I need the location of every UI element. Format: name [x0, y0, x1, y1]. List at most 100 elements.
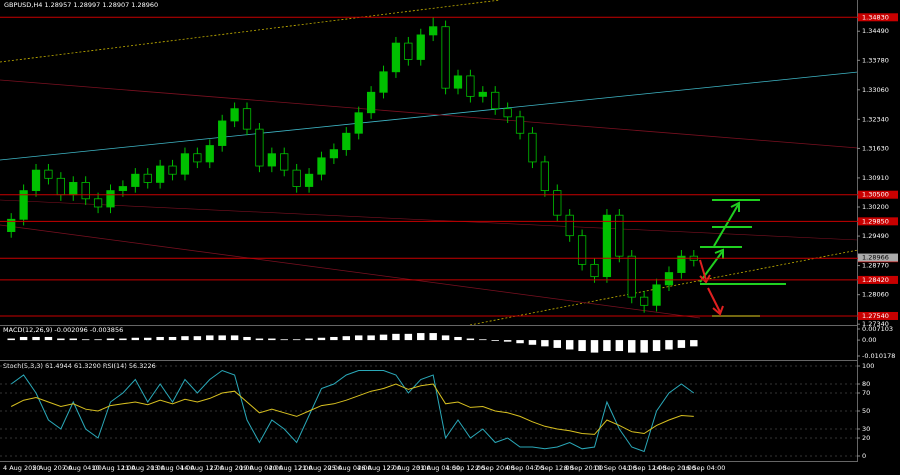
macd-bar — [677, 340, 686, 348]
y-tick-label: 1.32340 — [862, 115, 889, 123]
candle-body — [81, 182, 90, 200]
level-label-bg — [858, 13, 898, 22]
y-tick-label: 50 — [862, 407, 870, 415]
macd-bar — [193, 336, 202, 341]
x-tick-label: 26 Aug 12:00 — [357, 464, 401, 472]
candle-body — [664, 272, 674, 286]
candle-body — [652, 284, 661, 306]
level-label: 1.30500 — [862, 191, 889, 199]
candle-body — [168, 165, 177, 175]
y-tick-label: 80 — [862, 380, 870, 388]
macd-bar — [491, 340, 499, 341]
candle-body — [379, 71, 388, 93]
macd-bar — [268, 338, 276, 341]
y-tick-label: 0 — [862, 452, 866, 460]
x-tick-label: 2 Sep 20:00 — [475, 464, 514, 472]
macd-bar — [7, 338, 15, 341]
macd-bar — [429, 333, 437, 341]
trend-line — [0, 79, 859, 149]
level-label-bg — [858, 190, 898, 199]
macd-bar — [565, 340, 574, 350]
macd-bar — [292, 339, 301, 341]
candle-body — [329, 149, 339, 159]
candle-body — [677, 255, 686, 273]
level-label: 1.28420 — [862, 276, 889, 284]
y-tick-label: 1.33780 — [862, 56, 889, 64]
y-tick-label: 1.29490 — [862, 232, 889, 240]
macd-bar — [417, 333, 425, 341]
x-tick-label: 8 Sep 20:00 — [564, 464, 603, 472]
macd-bar — [640, 340, 648, 353]
x-tick-label: 10 Aug 12:00 — [92, 464, 136, 472]
macd-bar — [541, 340, 549, 347]
candle-body — [255, 128, 264, 167]
x-tick-label: 14 Aug 12:00 — [180, 464, 224, 472]
macd-bar — [392, 333, 400, 341]
y-tick-label: 0.007103 — [862, 325, 893, 333]
macd-bar — [206, 335, 214, 341]
macd-bar — [379, 334, 388, 341]
y-tick-label: 1.28770 — [862, 262, 889, 270]
macd-bar — [19, 336, 28, 341]
macd-bar — [441, 335, 450, 341]
candle-body — [31, 169, 41, 192]
x-tick-label: 21 Aug 20:00 — [298, 464, 342, 472]
candle-body — [19, 190, 28, 220]
y-tick-label: 30 — [862, 425, 870, 433]
macd-bar — [305, 338, 313, 341]
x-tick-label: 31 Aug 04:00 — [416, 464, 460, 472]
candle-body — [503, 108, 512, 118]
candle-body — [143, 173, 152, 183]
candle-body — [491, 91, 500, 110]
candle-body — [627, 255, 636, 298]
x-tick-label: 7 Aug 04:00 — [62, 464, 102, 472]
macd-bar — [94, 339, 102, 341]
candle-body — [615, 214, 624, 257]
macd-bar — [404, 333, 413, 341]
macd-bar — [367, 335, 375, 341]
candle-body — [602, 214, 612, 278]
trend-line — [0, 199, 859, 241]
x-tick-label: 10 Sep 04:00 — [593, 464, 636, 472]
candle-body — [640, 296, 649, 306]
macd-bar — [615, 340, 624, 352]
candle-body — [242, 108, 252, 130]
candle-body — [391, 42, 401, 73]
macd-bar — [690, 340, 698, 347]
macd-bar — [342, 336, 351, 341]
macd-bar — [44, 336, 53, 341]
candle-body — [193, 153, 202, 163]
y-tick-label: 0.00 — [862, 336, 876, 344]
macd-bar — [32, 336, 40, 341]
candle-body — [69, 182, 78, 196]
indicator-line — [10, 383, 694, 435]
macd-bar — [243, 336, 251, 341]
x-tick-label: 5 Aug 20:00 — [33, 464, 73, 472]
candle-body — [230, 108, 239, 122]
candle-body — [528, 132, 537, 163]
macd-bar — [516, 340, 524, 344]
x-tick-label: 11 Aug 20:00 — [121, 464, 165, 472]
candle-body — [416, 34, 425, 60]
candle-body — [205, 145, 214, 163]
candle-body — [342, 132, 351, 151]
macd-bar — [144, 337, 152, 341]
macd-bar — [628, 340, 636, 353]
candle-body — [553, 190, 562, 216]
macd-bar — [330, 336, 338, 341]
level-label: 1.34830 — [862, 13, 889, 21]
price-label-bg — [858, 253, 898, 262]
y-tick-label: 70 — [862, 389, 870, 397]
y-tick-label: 1.30910 — [862, 174, 889, 182]
y-tick-label: 1.30200 — [862, 203, 889, 211]
candle-body — [56, 177, 65, 196]
macd-bar — [603, 340, 611, 352]
x-tick-label: 14 Sep 20:00 — [652, 464, 695, 472]
macd-bar — [168, 336, 177, 341]
macd-bar — [69, 338, 77, 341]
x-tick-label: 16 Sep 04:00 — [682, 464, 725, 472]
candle-body — [292, 169, 301, 187]
candle-body — [218, 120, 227, 146]
